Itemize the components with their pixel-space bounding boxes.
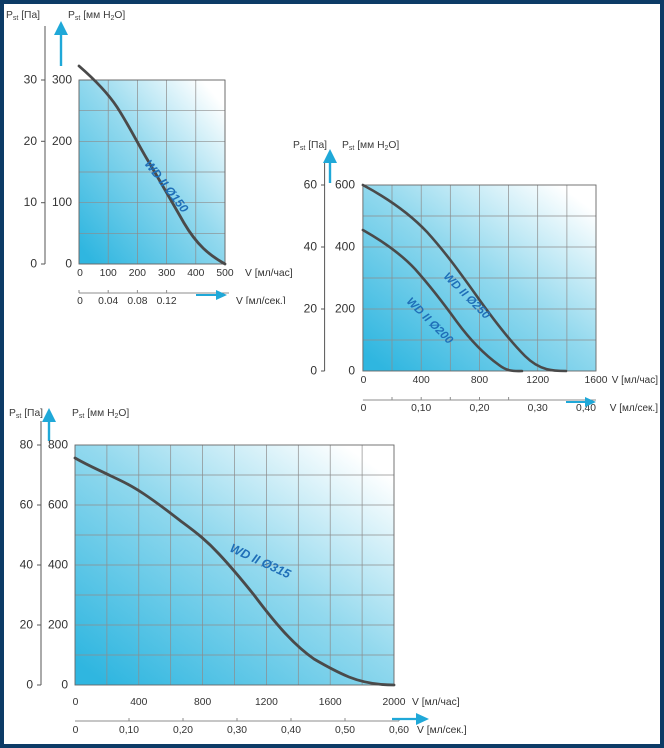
- svg-text:Pst [Па]: Pst [Па]: [293, 140, 327, 152]
- svg-text:2000: 2000: [383, 697, 406, 708]
- svg-text:600: 600: [48, 498, 68, 512]
- svg-text:40: 40: [304, 240, 318, 254]
- svg-text:0: 0: [73, 697, 79, 708]
- svg-text:0: 0: [65, 257, 72, 271]
- svg-text:400: 400: [48, 558, 68, 572]
- svg-text:400: 400: [413, 375, 430, 386]
- svg-text:0,30: 0,30: [528, 403, 548, 414]
- svg-text:0,10: 0,10: [119, 725, 139, 736]
- svg-text:400: 400: [130, 697, 147, 708]
- svg-text:0: 0: [73, 725, 79, 736]
- svg-text:Pst [мм H2O]: Pst [мм H2O]: [342, 140, 399, 152]
- svg-text:Pst [мм H2O]: Pst [мм H2O]: [68, 10, 125, 22]
- svg-text:V [мл/час]: V [мл/час]: [245, 268, 293, 279]
- svg-text:V [мл/сек.]: V [мл/сек.]: [610, 403, 658, 414]
- svg-text:0: 0: [348, 364, 355, 378]
- svg-text:0,08: 0,08: [127, 296, 147, 304]
- svg-text:800: 800: [48, 438, 68, 452]
- svg-text:V [мл/сек.]: V [мл/сек.]: [236, 296, 286, 304]
- svg-text:0: 0: [26, 678, 33, 692]
- svg-text:V [мл/час]: V [мл/час]: [412, 697, 460, 708]
- svg-text:100: 100: [52, 195, 72, 209]
- svg-text:30: 30: [24, 73, 38, 87]
- svg-text:0: 0: [30, 257, 37, 271]
- svg-text:V [мл/сек.]: V [мл/сек.]: [417, 725, 467, 736]
- svg-text:0: 0: [77, 268, 83, 279]
- svg-text:20: 20: [24, 134, 38, 148]
- svg-text:0,60: 0,60: [389, 725, 409, 736]
- svg-text:200: 200: [52, 134, 72, 148]
- svg-text:0: 0: [361, 375, 367, 386]
- svg-text:0,40: 0,40: [281, 725, 301, 736]
- svg-text:1600: 1600: [319, 697, 342, 708]
- svg-text:200: 200: [48, 618, 68, 632]
- svg-text:60: 60: [304, 178, 318, 192]
- svg-text:300: 300: [52, 73, 72, 87]
- svg-text:100: 100: [100, 268, 117, 279]
- svg-text:500: 500: [216, 268, 233, 279]
- svg-text:20: 20: [20, 618, 34, 632]
- svg-text:Pst [мм H2O]: Pst [мм H2O]: [72, 408, 129, 420]
- svg-text:20: 20: [304, 302, 318, 316]
- svg-text:200: 200: [335, 302, 355, 316]
- svg-text:0: 0: [77, 296, 83, 304]
- svg-text:800: 800: [194, 697, 211, 708]
- svg-text:0,20: 0,20: [173, 725, 193, 736]
- svg-text:400: 400: [187, 268, 204, 279]
- svg-text:Pst [Па]: Pst [Па]: [9, 408, 43, 420]
- svg-text:1200: 1200: [255, 697, 278, 708]
- svg-text:V [мл/час]: V [мл/час]: [612, 375, 658, 386]
- svg-text:0,12: 0,12: [157, 296, 177, 304]
- svg-text:800: 800: [471, 375, 488, 386]
- svg-text:200: 200: [129, 268, 146, 279]
- svg-text:400: 400: [335, 240, 355, 254]
- svg-text:0: 0: [310, 364, 317, 378]
- svg-text:60: 60: [20, 498, 34, 512]
- svg-text:80: 80: [20, 438, 34, 452]
- svg-text:40: 40: [20, 558, 34, 572]
- svg-text:1600: 1600: [585, 375, 608, 386]
- svg-text:0: 0: [61, 678, 68, 692]
- svg-text:10: 10: [24, 195, 38, 209]
- svg-text:0,50: 0,50: [335, 725, 355, 736]
- svg-text:Pst [Па]: Pst [Па]: [6, 10, 40, 22]
- svg-text:0,30: 0,30: [227, 725, 247, 736]
- svg-text:0,04: 0,04: [98, 296, 118, 304]
- svg-text:1200: 1200: [526, 375, 549, 386]
- svg-text:600: 600: [335, 178, 355, 192]
- svg-text:300: 300: [158, 268, 175, 279]
